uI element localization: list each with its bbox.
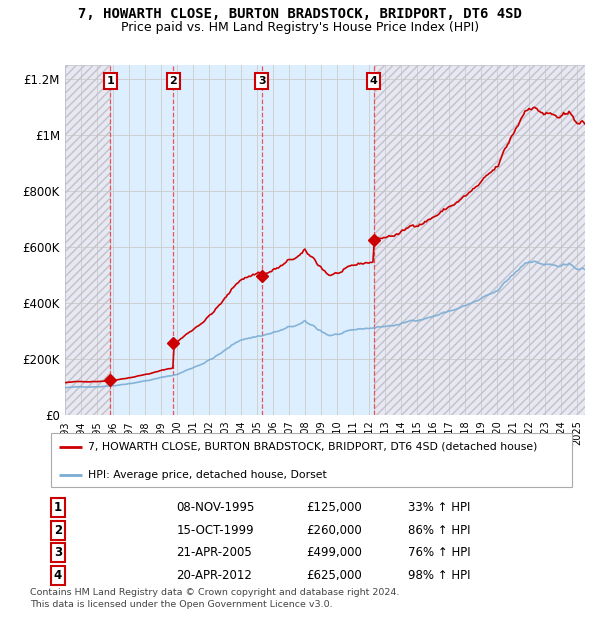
Text: 15-OCT-1999: 15-OCT-1999 — [176, 524, 254, 537]
Text: This data is licensed under the Open Government Licence v3.0.: This data is licensed under the Open Gov… — [30, 600, 332, 609]
Text: 4: 4 — [54, 569, 62, 582]
Text: £125,000: £125,000 — [306, 501, 362, 514]
Text: Price paid vs. HM Land Registry's House Price Index (HPI): Price paid vs. HM Land Registry's House … — [121, 21, 479, 34]
Text: 4: 4 — [370, 76, 377, 86]
Text: 7, HOWARTH CLOSE, BURTON BRADSTOCK, BRIDPORT, DT6 4SD (detached house): 7, HOWARTH CLOSE, BURTON BRADSTOCK, BRID… — [88, 442, 537, 452]
Bar — [65, 65, 110, 415]
Text: 3: 3 — [54, 546, 62, 559]
Text: 21-APR-2005: 21-APR-2005 — [176, 546, 252, 559]
Text: 98% ↑ HPI: 98% ↑ HPI — [407, 569, 470, 582]
Text: 2: 2 — [170, 76, 178, 86]
Text: 33% ↑ HPI: 33% ↑ HPI — [407, 501, 470, 514]
Text: Contains HM Land Registry data © Crown copyright and database right 2024.: Contains HM Land Registry data © Crown c… — [30, 588, 400, 597]
Text: HPI: Average price, detached house, Dorset: HPI: Average price, detached house, Dors… — [88, 470, 326, 480]
Bar — [374, 65, 585, 415]
Bar — [374, 65, 585, 415]
Bar — [110, 65, 374, 415]
Text: 08-NOV-1995: 08-NOV-1995 — [176, 501, 254, 514]
Text: 7, HOWARTH CLOSE, BURTON BRADSTOCK, BRIDPORT, DT6 4SD: 7, HOWARTH CLOSE, BURTON BRADSTOCK, BRID… — [78, 7, 522, 22]
Text: 3: 3 — [258, 76, 265, 86]
Text: 76% ↑ HPI: 76% ↑ HPI — [407, 546, 470, 559]
Bar — [65, 65, 110, 415]
Text: 20-APR-2012: 20-APR-2012 — [176, 569, 252, 582]
Text: 1: 1 — [107, 76, 114, 86]
Text: £499,000: £499,000 — [306, 546, 362, 559]
FancyBboxPatch shape — [50, 433, 572, 487]
Text: £260,000: £260,000 — [306, 524, 362, 537]
Text: 1: 1 — [54, 501, 62, 514]
Text: £625,000: £625,000 — [306, 569, 362, 582]
Text: 86% ↑ HPI: 86% ↑ HPI — [407, 524, 470, 537]
Text: 2: 2 — [54, 524, 62, 537]
